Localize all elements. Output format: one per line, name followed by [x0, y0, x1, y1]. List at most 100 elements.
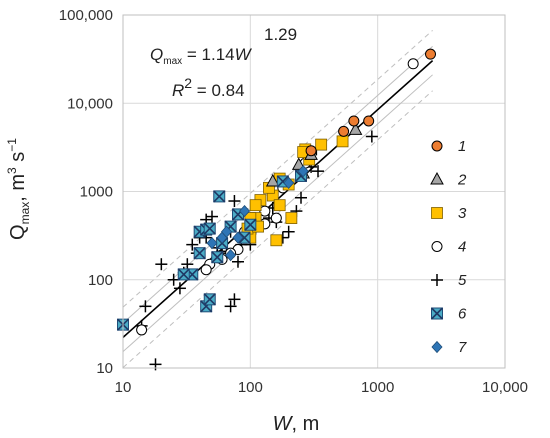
point-series-5	[139, 300, 152, 313]
point-series-7-shape	[225, 249, 237, 262]
point-series-5	[282, 225, 295, 238]
point-series-7-shape	[206, 237, 218, 250]
legend-marker-1-shape	[431, 140, 443, 152]
point-series-7	[238, 204, 251, 218]
point-series-5	[155, 258, 168, 271]
y-axis-symbol: Q	[7, 224, 29, 240]
point-series-7-shape	[220, 225, 233, 238]
point-series-4-shape	[200, 264, 212, 276]
point-series-4-shape	[136, 324, 148, 336]
point-series-2-shape	[265, 173, 280, 187]
point-series-7-shape	[297, 165, 309, 178]
point-series-5	[295, 191, 308, 204]
point-series-6-x2	[238, 231, 251, 244]
plot-frame	[116, 14, 506, 371]
point-series-6	[203, 222, 216, 235]
point-series-1-shape	[305, 145, 317, 157]
x-tick-label: 10	[115, 379, 132, 396]
point-series-7-shape	[238, 204, 251, 218]
point-series-3-shape	[249, 199, 262, 212]
point-series-7	[206, 237, 218, 250]
point-series-1-shape	[363, 115, 375, 127]
x-axis-title: W, m	[273, 413, 320, 435]
point-series-3	[273, 199, 286, 212]
equation-coefficient: = 1.14	[182, 45, 234, 64]
legend-marker-2	[430, 171, 444, 185]
point-series-7	[297, 165, 309, 178]
point-series-6-x2	[203, 222, 216, 235]
point-series-5	[224, 300, 237, 313]
point-series-6	[203, 293, 216, 306]
point-series-3	[270, 234, 283, 247]
r2-annotation: R2 = 0.84	[172, 75, 245, 100]
equation-q-sub: max	[163, 56, 182, 67]
point-series-5	[181, 258, 194, 271]
r2-superscript: 2	[184, 75, 192, 91]
point-series-6-x2	[211, 251, 224, 264]
legend-marker-3-shape	[431, 207, 443, 219]
point-series-4	[259, 205, 271, 217]
point-series-3	[285, 212, 298, 224]
point-series-4-shape	[259, 205, 271, 217]
point-series-7	[220, 225, 233, 238]
point-series-1	[425, 48, 437, 60]
point-series-1-shape	[425, 48, 437, 60]
point-series-5	[365, 130, 378, 143]
point-series-1-shape	[338, 125, 350, 137]
point-series-4	[200, 264, 212, 276]
point-series-2-shape	[348, 122, 363, 135]
prediction-band-line	[122, 30, 433, 308]
legend-marker-7-shape	[431, 340, 443, 354]
point-series-7	[283, 176, 295, 190]
point-series-4-shape	[270, 212, 282, 224]
y-axis-sup2: −1	[5, 138, 19, 152]
y-tick-label: 100,000	[59, 7, 113, 24]
legend-marker-4-shape	[431, 241, 443, 252]
point-series-6-x2	[193, 247, 206, 260]
point-series-4-shape	[407, 58, 419, 70]
legend-label-3: 3	[458, 205, 467, 222]
y-tick-label: 10	[96, 360, 113, 377]
point-series-5	[173, 282, 186, 295]
point-series-1	[348, 115, 360, 127]
x-tick-labels: 10 100 1000 10,000	[115, 379, 528, 396]
legend-label-5: 5	[458, 272, 467, 289]
point-series-3-shape	[285, 212, 298, 224]
point-series-6-x2	[203, 293, 216, 306]
point-series-7-shape	[283, 176, 295, 190]
y-tick-label: 1000	[80, 184, 113, 201]
legend-marker-7	[431, 340, 443, 354]
y-tick-label: 100	[88, 272, 113, 289]
prediction-band-line	[122, 90, 433, 368]
point-series-4	[136, 324, 148, 336]
y-axis-title: Qmax, m3 s−1	[5, 138, 32, 240]
legend-label-1: 1	[458, 138, 466, 155]
point-series-6	[193, 247, 206, 260]
point-series-6	[211, 251, 224, 264]
point-series-3	[315, 138, 328, 151]
point-series-5	[228, 293, 241, 306]
point-series-3	[249, 199, 262, 212]
point-series-6-x2	[213, 190, 226, 203]
y-axis-unit2: s	[7, 152, 29, 168]
y-tick-labels: 10 100 1000 10,000 100,000	[59, 7, 113, 377]
point-series-7-shape	[232, 231, 244, 244]
point-series-7	[232, 231, 244, 244]
legend-label-2: 2	[457, 172, 467, 189]
equation-q: Q	[150, 45, 163, 64]
point-series-3	[336, 135, 349, 148]
point-series-1	[305, 145, 317, 157]
legend-label-4: 4	[458, 239, 466, 256]
legend-marker-1	[431, 140, 443, 152]
y-tick-label: 10,000	[67, 95, 113, 112]
legend-marker-2-shape	[430, 171, 444, 185]
equation-annotation: Qmax = 1.14W	[150, 45, 253, 67]
point-series-1	[363, 115, 375, 127]
data-points	[116, 48, 437, 371]
point-series-2	[348, 122, 363, 135]
equation-exponent: 1.29	[264, 25, 297, 44]
point-series-4	[407, 58, 419, 70]
equation-w: W	[235, 45, 253, 64]
y-axis-unit: , m	[7, 174, 29, 202]
